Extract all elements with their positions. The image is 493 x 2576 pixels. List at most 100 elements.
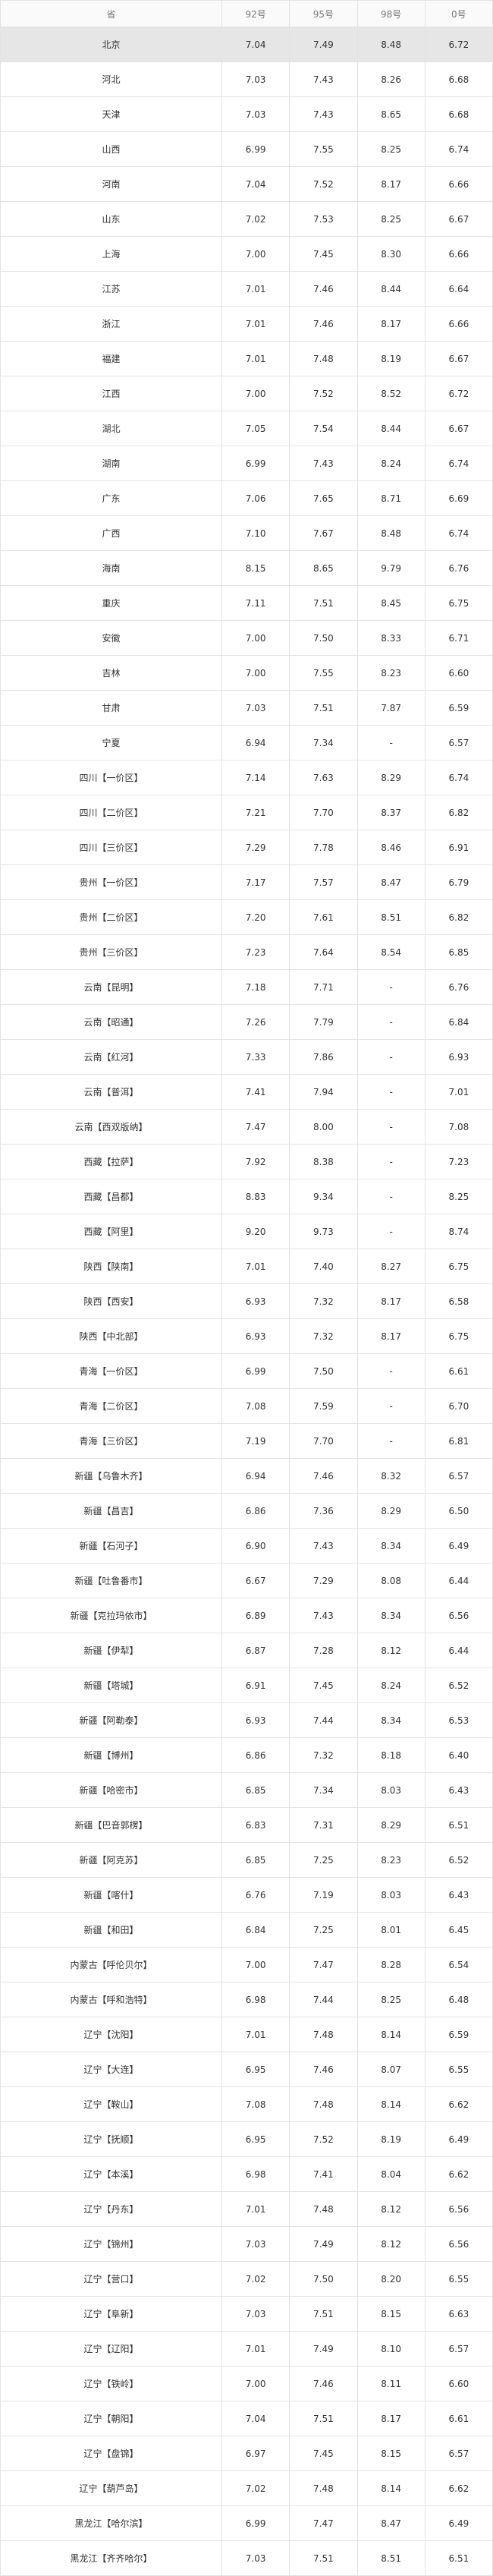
price-cell: 8.37 xyxy=(356,795,425,830)
region-cell: 湖北 xyxy=(0,411,222,446)
price-cell: - xyxy=(356,1144,425,1179)
price-cell: 7.54 xyxy=(289,411,358,446)
price-cell: 7.86 xyxy=(289,1039,358,1075)
price-cell: 6.91 xyxy=(221,1667,290,1703)
price-cell: 7.64 xyxy=(289,934,358,970)
price-cell: 7.03 xyxy=(221,61,290,97)
price-cell: 8.17 xyxy=(356,1318,425,1354)
price-cell: 7.02 xyxy=(221,201,290,237)
region-cell: 云南【红河】 xyxy=(0,1039,222,1075)
price-cell: 6.59 xyxy=(424,2017,493,2052)
price-cell: 6.99 xyxy=(221,1353,290,1389)
table-row: 西藏【昌都】 8.83 9.34-8.25 xyxy=(0,1179,493,1214)
price-cell: 7.50 xyxy=(289,1353,358,1389)
price-cell: 7.34 xyxy=(289,725,358,761)
price-cell: 7.08 xyxy=(221,1388,290,1424)
price-cell: 7.00 xyxy=(221,620,290,656)
region-cell: 新疆【阿克苏】 xyxy=(0,1842,222,1878)
price-cell: 7.00 xyxy=(221,236,290,272)
region-cell: 云南【西双版纳】 xyxy=(0,1109,222,1145)
table-row: 辽宁【本溪】 6.98 7.41 8.04 6.62 xyxy=(0,2156,493,2192)
region-cell: 辽宁【沈阳】 xyxy=(0,2017,222,2052)
table-row: 陕西【中北部】 6.93 7.32 8.17 6.75 xyxy=(0,1318,493,1354)
price-cell: 7.00 xyxy=(221,376,290,411)
table-row: 河南 7.04 7.52 8.17 6.66 xyxy=(0,166,493,202)
price-cell: 7.43 xyxy=(289,96,358,132)
region-cell: 辽宁【辽阳】 xyxy=(0,2331,222,2367)
price-cell: 7.03 xyxy=(221,690,290,726)
price-cell: 7.01 xyxy=(221,341,290,376)
price-cell: 7.11 xyxy=(221,585,290,621)
price-cell: 8.29 xyxy=(356,760,425,795)
price-cell: 7.01 xyxy=(221,2331,290,2367)
table-row: 西藏【阿里】 9.20 9.73-8.74 xyxy=(0,1214,493,1249)
price-cell: 7.51 xyxy=(289,2540,358,2576)
table-row: 吉林 7.00 7.55 8.23 6.60 xyxy=(0,655,493,691)
price-cell: 6.57 xyxy=(424,1458,493,1494)
table-row: 青海【一价区】 6.99 7.50-6.61 xyxy=(0,1353,493,1389)
table-row: 山西 6.99 7.55 8.25 6.74 xyxy=(0,131,493,167)
region-cell: 河南 xyxy=(0,166,222,202)
price-cell: 8.32 xyxy=(356,1458,425,1494)
price-cell: 7.65 xyxy=(289,480,358,516)
price-cell: 6.56 xyxy=(424,1598,493,1633)
price-cell: 8.25 xyxy=(356,201,425,237)
price-cell: 6.81 xyxy=(424,1423,493,1459)
price-cell: 8.01 xyxy=(356,1912,425,1948)
price-cell: 7.63 xyxy=(289,760,358,795)
price-cell: 6.84 xyxy=(221,1912,290,1948)
price-cell: 6.74 xyxy=(424,760,493,795)
price-cell: 6.43 xyxy=(424,1772,493,1808)
price-cell: 6.60 xyxy=(424,2366,493,2401)
region-cell: 新疆【和田】 xyxy=(0,1912,222,1948)
region-cell: 山东 xyxy=(0,201,222,237)
price-cell: 6.62 xyxy=(424,2471,493,2506)
price-cell: 8.17 xyxy=(356,306,425,342)
price-cell: 7.14 xyxy=(221,760,290,795)
table-row: 青海【二价区】 7.08 7.59-6.70 xyxy=(0,1388,493,1424)
region-cell: 广东 xyxy=(0,480,222,516)
price-cell: 8.17 xyxy=(356,166,425,202)
region-cell: 新疆【石河子】 xyxy=(0,1528,222,1564)
price-cell: 8.27 xyxy=(356,1249,425,1284)
price-cell: 6.97 xyxy=(221,2436,290,2471)
price-cell: 6.57 xyxy=(424,725,493,761)
price-cell: 7.08 xyxy=(221,2086,290,2122)
price-cell: 7.46 xyxy=(289,306,358,342)
price-cell: 6.75 xyxy=(424,585,493,621)
price-cell: 8.14 xyxy=(356,2471,425,2506)
price-cell: 8.04 xyxy=(356,2156,425,2192)
price-cell: 7.51 xyxy=(289,2296,358,2332)
price-cell: 7.48 xyxy=(289,2017,358,2052)
table-row: 新疆【乌鲁木齐】 6.94 7.46 8.32 6.57 xyxy=(0,1458,493,1494)
price-cell: 6.86 xyxy=(221,1493,290,1529)
price-cell: 6.95 xyxy=(221,2121,290,2157)
price-cell: 7.26 xyxy=(221,1004,290,1040)
price-cell: 6.74 xyxy=(424,131,493,167)
price-cell: 7.47 xyxy=(289,2505,358,2541)
region-cell: 北京 xyxy=(0,27,222,62)
table-row: 贵州【三价区】 7.23 7.64 8.54 6.85 xyxy=(0,934,493,970)
price-cell: 7.03 xyxy=(221,96,290,132)
region-cell: 青海【二价区】 xyxy=(0,1388,222,1424)
price-cell: 6.94 xyxy=(221,1458,290,1494)
table-row: 辽宁【葫芦岛】 7.02 7.48 8.14 6.62 xyxy=(0,2471,493,2506)
price-cell: 7.41 xyxy=(221,1074,290,1110)
price-cell: 6.43 xyxy=(424,1877,493,1913)
price-cell: 7.50 xyxy=(289,2261,358,2297)
header-cell: 95号 xyxy=(289,0,358,27)
price-cell: 7.34 xyxy=(289,1772,358,1808)
table-row: 江西 7.00 7.52 8.52 6.72 xyxy=(0,376,493,411)
price-cell: 8.28 xyxy=(356,1947,425,1982)
table-row: 青海【三价区】 7.19 7.70-6.81 xyxy=(0,1423,493,1459)
region-cell: 云南【昭通】 xyxy=(0,1004,222,1040)
price-cell: 9.79 xyxy=(356,550,425,586)
price-cell: 7.01 xyxy=(221,2191,290,2227)
region-cell: 辽宁【铁岭】 xyxy=(0,2366,222,2401)
region-cell: 辽宁【丹东】 xyxy=(0,2191,222,2227)
price-cell: 6.51 xyxy=(424,2540,493,2576)
price-cell: 6.99 xyxy=(221,446,290,481)
region-cell: 云南【昆明】 xyxy=(0,969,222,1005)
price-cell: 9.34 xyxy=(289,1179,358,1214)
